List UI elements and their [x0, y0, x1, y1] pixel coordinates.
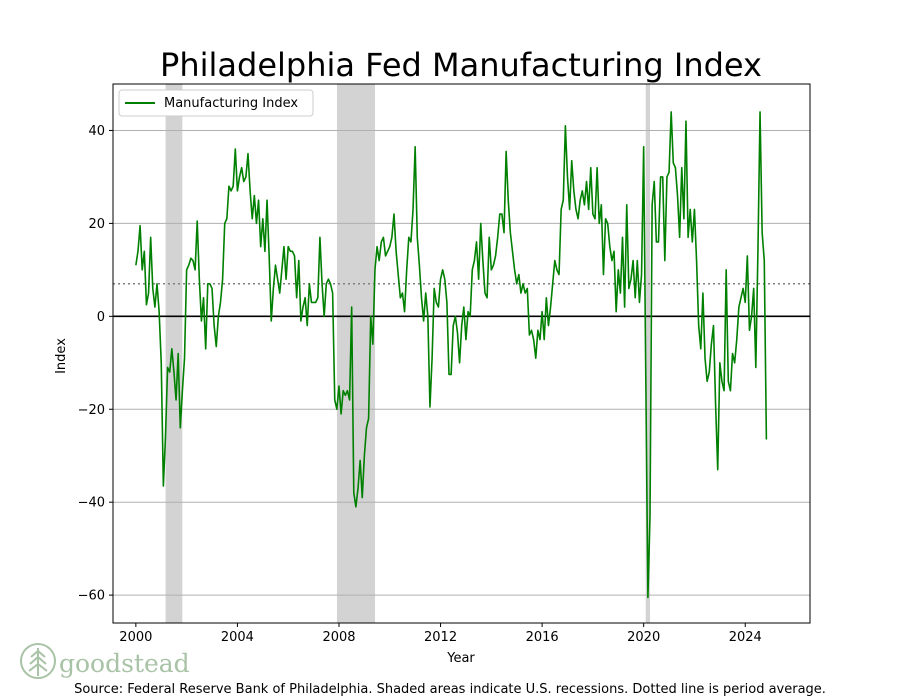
tree-icon: [20, 643, 56, 679]
legend: Manufacturing Index: [118, 89, 314, 117]
chart-title: Philadelphia Fed Manufacturing Index: [160, 46, 762, 84]
series-group: [135, 111, 768, 599]
y-tick-label-40: 40: [88, 124, 105, 139]
recession-band-0: [165, 84, 183, 623]
recession-band-2: [645, 84, 651, 623]
y-axis-ticks: −60 −40 −20 0 20 40: [78, 124, 113, 604]
y-tick-label--40: −40: [78, 496, 105, 511]
x-axis-label: Year: [446, 651, 475, 666]
y-tick-label--20: −20: [78, 403, 105, 418]
legend-label: Manufacturing Index: [164, 96, 298, 111]
logo: goodstead: [20, 643, 190, 679]
y-tick-label-0: 0: [97, 310, 105, 325]
y-tick-label--60: −60: [78, 589, 105, 604]
series-line-0: [135, 111, 768, 599]
x-tick-label-2004: 2004: [221, 630, 254, 645]
x-tick-label-2016: 2016: [526, 630, 559, 645]
x-tick-label-2020: 2020: [627, 630, 660, 645]
y-axis-label: Index: [54, 338, 69, 374]
x-tick-label-2008: 2008: [322, 630, 355, 645]
source-note: Source: Federal Reserve Bank of Philadel…: [74, 682, 826, 697]
x-tick-label-2024: 2024: [729, 630, 762, 645]
x-tick-label-2012: 2012: [424, 630, 457, 645]
y-tick-label-20: 20: [88, 217, 105, 232]
x-tick-label-2000: 2000: [119, 630, 152, 645]
legend-box: [118, 89, 314, 117]
x-axis-ticks: 2000 2004 2008 2012 2016 2020 2024: [119, 623, 762, 645]
plot-frame: [112, 83, 811, 624]
recession-band-1: [336, 84, 376, 623]
recession-shading: [165, 84, 651, 623]
logo-wordmark: goodstead: [59, 649, 190, 678]
